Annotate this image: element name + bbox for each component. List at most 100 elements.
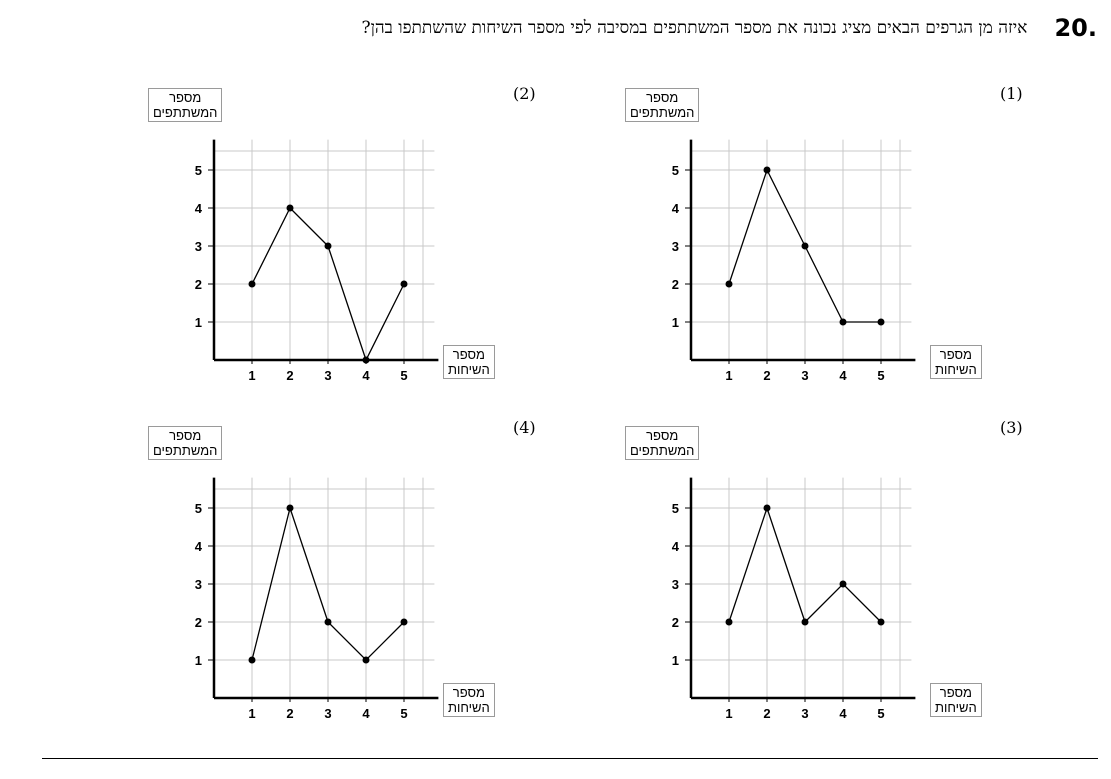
x-axis-label-line-2: השיחות <box>448 700 490 715</box>
bottom-divider <box>42 758 1098 759</box>
data-point <box>362 356 370 364</box>
x-tick-label: 5 <box>400 706 407 721</box>
y-tick-label: 3 <box>195 577 202 592</box>
x-tick-label: 1 <box>248 368 255 383</box>
option-label: (2) <box>513 84 536 103</box>
y-tick-label: 3 <box>672 239 679 254</box>
question-number: .20 <box>1054 14 1097 42</box>
x-axis-label-line-1: מספר <box>939 347 972 362</box>
chart-option-3: (3) מספר המשתתפים מספר השיחות 1 2 3 4 5 1 2 3 4 5 <box>625 418 1045 721</box>
x-tick-label: 2 <box>286 706 293 721</box>
y-tick-label: 1 <box>195 653 202 668</box>
x-axis-label-line-2: השיחות <box>935 362 977 377</box>
x-axis-label-line-2: השיחות <box>448 362 490 377</box>
y-tick-label: 2 <box>195 615 202 630</box>
y-tick-label: 4 <box>672 201 680 216</box>
x-axis-label-line-1: מספר <box>452 347 485 362</box>
data-point <box>763 166 771 174</box>
data-point <box>400 618 408 626</box>
x-tick-label: 2 <box>286 368 293 383</box>
y-axis-label: מספר המשתתפים <box>148 426 223 460</box>
y-axis-label-line-1: מספר <box>169 90 202 105</box>
y-axis-label-line-2: המשתתפים <box>630 105 695 120</box>
y-tick-label: 1 <box>672 653 679 668</box>
y-tick-label: 5 <box>672 501 679 516</box>
y-tick-label: 4 <box>195 201 203 216</box>
y-axis-label-line-1: מספר <box>169 428 202 443</box>
y-tick-label: 5 <box>195 163 202 178</box>
x-axis-label: מספר השיחות <box>930 683 982 717</box>
data-point <box>877 318 885 326</box>
question-text: איזה מן הגרפים הבאים מציג נכונה את מספר … <box>361 18 1028 38</box>
chart-plot: 1 2 3 4 5 1 2 3 4 5 <box>672 477 916 721</box>
x-axis-label: מספר השיחות <box>930 345 982 379</box>
x-axis-label: מספר השיחות <box>443 345 495 379</box>
option-label: (4) <box>513 418 536 437</box>
data-point <box>725 618 733 626</box>
data-point <box>877 618 885 626</box>
data-point <box>248 656 256 664</box>
data-point <box>362 656 370 664</box>
chart-plot: 1 2 3 4 5 1 2 3 4 5 <box>672 139 916 383</box>
data-point <box>324 618 332 626</box>
y-tick-label: 5 <box>195 501 202 516</box>
x-tick-label: 3 <box>324 706 331 721</box>
y-tick-label: 2 <box>672 615 679 630</box>
chart-plot: 1 2 3 4 5 1 2 3 4 5 <box>195 477 439 721</box>
data-point <box>400 280 408 288</box>
y-axis-label: מספר המשתתפים <box>148 88 223 122</box>
y-tick-label: 2 <box>195 277 202 292</box>
data-point <box>763 504 771 512</box>
x-axis-label-line-2: השיחות <box>935 700 977 715</box>
y-tick-label: 1 <box>672 315 679 330</box>
x-tick-label: 4 <box>839 706 847 721</box>
x-tick-label: 4 <box>839 368 847 383</box>
chart-option-2: (2) מספר המשתתפים מספר השיחות 1 2 3 4 5 1 2 3 4 5 <box>148 80 568 383</box>
y-tick-label: 2 <box>672 277 679 292</box>
x-tick-label: 5 <box>877 706 884 721</box>
question-header: .20 איזה מן הגרפים הבאים מציג נכונה את מ… <box>361 14 1097 42</box>
y-axis-label: מספר המשתתפים <box>625 88 700 122</box>
y-tick-label: 3 <box>672 577 679 592</box>
x-tick-label: 1 <box>248 706 255 721</box>
data-point <box>286 504 294 512</box>
data-point <box>248 280 256 288</box>
data-point <box>839 580 847 588</box>
data-point <box>801 618 809 626</box>
x-tick-label: 1 <box>725 706 732 721</box>
y-tick-label: 3 <box>195 239 202 254</box>
y-tick-label: 4 <box>195 539 203 554</box>
x-tick-label: 3 <box>324 368 331 383</box>
y-tick-label: 5 <box>672 163 679 178</box>
x-tick-label: 1 <box>725 368 732 383</box>
y-axis-label-line-2: המשתתפים <box>630 443 695 458</box>
y-axis-label: מספר המשתתפים <box>625 426 700 460</box>
data-point <box>725 280 733 288</box>
data-point <box>839 318 847 326</box>
y-axis-label-line-1: מספר <box>646 90 679 105</box>
x-tick-label: 4 <box>362 368 370 383</box>
x-tick-label: 3 <box>801 706 808 721</box>
x-tick-label: 2 <box>763 368 770 383</box>
y-tick-label: 4 <box>672 539 680 554</box>
chart-option-4: (4) מספר המשתתפים מספר השיחות 1 2 3 4 5 1 2 3 4 5 <box>148 418 568 721</box>
chart-plot: 1 2 3 4 5 1 2 3 4 5 <box>195 139 439 383</box>
option-label: (1) <box>1000 84 1023 103</box>
x-axis-label-line-1: מספר <box>452 685 485 700</box>
x-tick-label: 2 <box>763 706 770 721</box>
y-tick-label: 1 <box>195 315 202 330</box>
y-axis-label-line-2: המשתתפים <box>153 105 218 120</box>
x-tick-label: 5 <box>877 368 884 383</box>
x-axis-label: מספר השיחות <box>443 683 495 717</box>
option-label: (3) <box>1000 418 1023 437</box>
chart-option-1: (1) מספר המשתתפים מספר השיחות 1 2 3 4 5 1 2 3 4 5 <box>625 80 1045 383</box>
data-point <box>286 204 294 212</box>
x-tick-label: 5 <box>400 368 407 383</box>
y-axis-label-line-1: מספר <box>646 428 679 443</box>
x-tick-label: 4 <box>362 706 370 721</box>
x-axis-label-line-1: מספר <box>939 685 972 700</box>
data-point <box>324 242 332 250</box>
y-axis-label-line-2: המשתתפים <box>153 443 218 458</box>
data-point <box>801 242 809 250</box>
x-tick-label: 3 <box>801 368 808 383</box>
